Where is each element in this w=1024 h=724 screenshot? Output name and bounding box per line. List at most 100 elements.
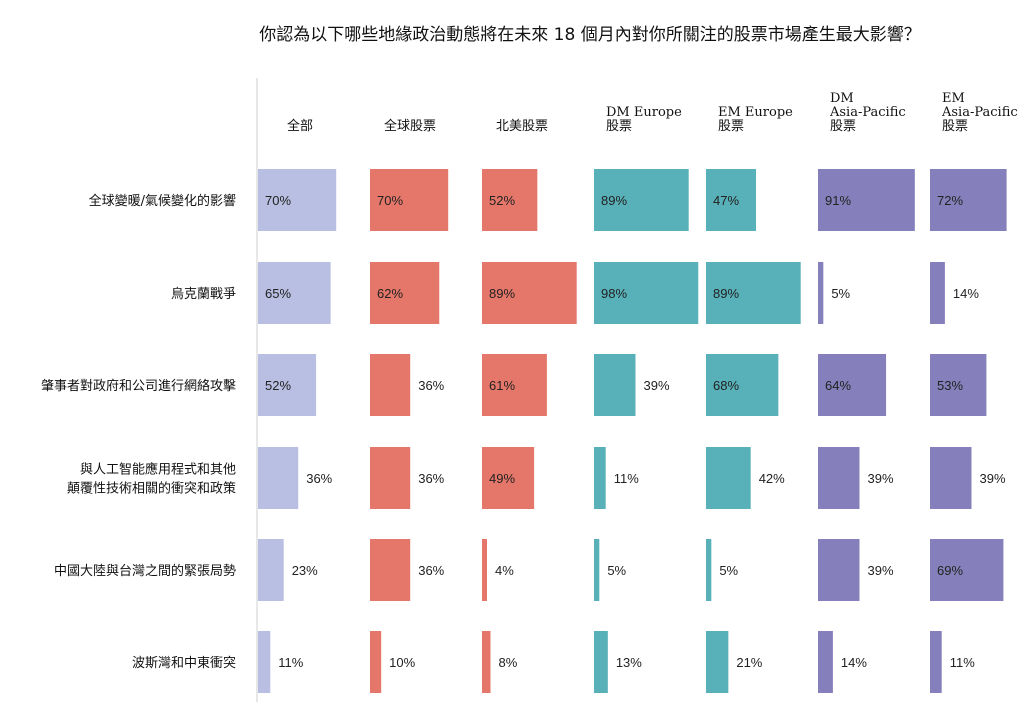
data-label: 89% [713, 286, 739, 301]
bar [930, 631, 942, 693]
data-label: 52% [489, 193, 515, 208]
bar [370, 539, 411, 601]
row-label-1: 烏克蘭戰爭 [171, 286, 236, 302]
column-header-line: 股票 [718, 119, 744, 134]
column-header-1: 全球股票 [384, 118, 436, 134]
bar [706, 262, 801, 324]
data-label: 70% [377, 193, 403, 208]
bar [370, 631, 382, 693]
bar [482, 631, 491, 693]
column-header-line: DM Europe [606, 105, 682, 120]
bar [706, 354, 779, 416]
bar [258, 262, 331, 324]
data-label: 36% [306, 471, 332, 486]
data-label: 42% [759, 471, 785, 486]
column-header-line: 全球股票 [384, 118, 436, 134]
chart-title: 你認為以下哪些地緣政治動態將在未來 18 個月內對你所關注的股票市場產生最大影響… [259, 25, 921, 45]
data-label: 5% [719, 563, 738, 578]
bar [594, 447, 606, 509]
column-header-line: 股票 [942, 119, 968, 134]
bar [818, 354, 887, 416]
bar [258, 631, 271, 693]
data-label: 39% [867, 471, 893, 486]
bar [594, 354, 636, 416]
row-label-2: 肇事者對政府和公司進行網絡攻擊 [41, 378, 236, 394]
data-label: 10% [389, 655, 415, 670]
data-label: 14% [841, 655, 867, 670]
data-label: 61% [489, 378, 515, 393]
column-header-line: 股票 [606, 119, 632, 134]
column-header-3: DM Europe 股票 [606, 105, 682, 134]
data-label: 8% [499, 655, 518, 670]
column-header-2: 北美股票 [496, 119, 548, 134]
bar [258, 354, 317, 416]
data-label: 39% [643, 378, 669, 393]
bar [482, 262, 577, 324]
column-header-line: DM [830, 91, 854, 106]
data-label: 36% [418, 471, 444, 486]
data-label: 53% [937, 378, 963, 393]
column-header-line: 全部 [287, 118, 313, 134]
data-label: 36% [418, 378, 444, 393]
data-label: 68% [713, 378, 739, 393]
bar [818, 539, 860, 601]
bar [370, 447, 411, 509]
bar [594, 262, 699, 324]
bar [594, 631, 608, 693]
bar [706, 169, 757, 231]
bar [930, 447, 972, 509]
bar [818, 262, 824, 324]
column-header-line: Asia-Pacific [941, 105, 1018, 120]
bar [706, 631, 729, 693]
bar [706, 447, 751, 509]
data-label: 14% [953, 286, 979, 301]
bar [370, 262, 440, 324]
data-label: 5% [831, 286, 850, 301]
row-label-5: 波斯灣和中東衝突 [132, 655, 236, 671]
column-header-5: DM Asia-Pacific 股票 [829, 91, 906, 134]
bar [818, 169, 915, 231]
data-label: 72% [937, 193, 963, 208]
bar [706, 539, 712, 601]
data-label: 11% [950, 655, 975, 670]
data-label: 69% [937, 563, 963, 578]
data-label: 70% [265, 193, 291, 208]
bar [482, 447, 535, 509]
data-label: 13% [616, 655, 642, 670]
data-label: 47% [713, 193, 739, 208]
data-label: 21% [736, 655, 762, 670]
data-label: 49% [489, 471, 515, 486]
bar [258, 539, 284, 601]
data-label: 39% [979, 471, 1005, 486]
column-header-6: EM Asia-Pacific 股票 [941, 91, 1018, 134]
row-label-0: 全球變暖/氣候變化的影響 [89, 193, 236, 209]
data-label: 23% [292, 563, 318, 578]
bar [258, 447, 299, 509]
data-label: 11% [278, 655, 303, 670]
data-label: 11% [614, 471, 639, 486]
bar [818, 631, 833, 693]
column-header-line: 北美股票 [496, 119, 548, 134]
bar [482, 169, 538, 231]
row-label-line: 與人工智能應用程式和其他 [80, 462, 236, 478]
row-label-line: 烏克蘭戰爭 [171, 286, 236, 302]
data-label: 98% [601, 286, 627, 301]
bar [930, 354, 987, 416]
data-label: 89% [489, 286, 515, 301]
row-label-line: 全球變暖/氣候變化的影響 [89, 193, 236, 209]
row-label-4: 中國大陸與台灣之間的緊張局勢 [54, 563, 236, 579]
bar [370, 169, 449, 231]
column-header-line: EM Europe [718, 105, 793, 120]
data-label: 5% [607, 563, 626, 578]
bar [482, 354, 547, 416]
bar [930, 169, 1007, 231]
row-label-line: 顛覆性技術相關的衝突和政策 [67, 481, 236, 497]
column-header-line: EM [942, 91, 965, 106]
bar [594, 539, 600, 601]
row-label-line: 中國大陸與台灣之間的緊張局勢 [54, 563, 236, 579]
data-label: 52% [265, 378, 291, 393]
column-header-4: EM Europe 股票 [718, 105, 793, 134]
bar [482, 539, 487, 601]
bar [930, 539, 1004, 601]
data-label: 91% [825, 193, 851, 208]
